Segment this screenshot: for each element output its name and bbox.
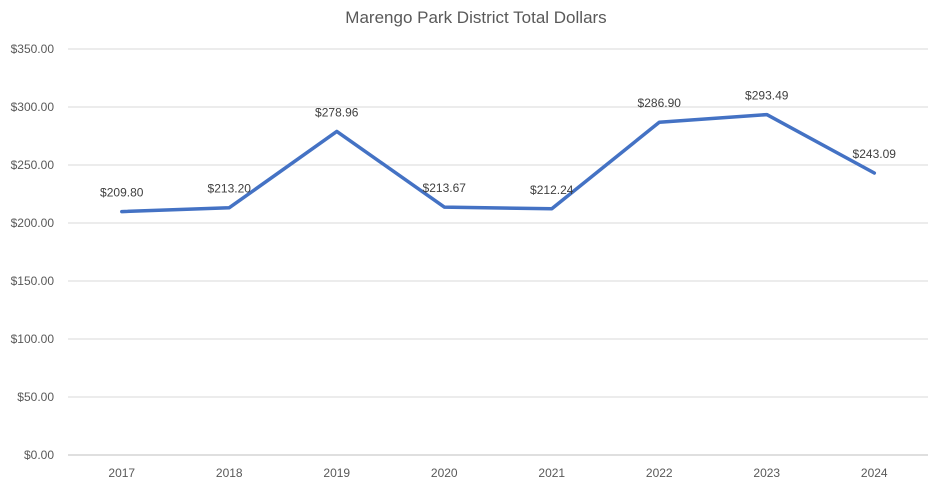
x-tick-label: 2019 bbox=[323, 466, 350, 480]
x-tick-label: 2017 bbox=[108, 466, 135, 480]
y-tick-label: $100.00 bbox=[11, 332, 55, 346]
y-tick-label: $0.00 bbox=[24, 448, 54, 462]
y-axis-tick-labels: $0.00 $50.00 $100.00 $150.00 $200.00 $250.00 $… bbox=[11, 42, 55, 462]
y-tick-label: $200.00 bbox=[11, 216, 55, 230]
y-tick-label: $250.00 bbox=[11, 158, 55, 172]
y-tick-label: $50.00 bbox=[17, 390, 54, 404]
y-tick-label: $150.00 bbox=[11, 274, 55, 288]
chart-title: Marengo Park District Total Dollars bbox=[345, 8, 606, 27]
data-label: $209.80 bbox=[100, 186, 144, 200]
gridlines bbox=[68, 48, 928, 456]
series-line bbox=[120, 112, 877, 214]
series-lines bbox=[120, 112, 877, 214]
y-tick-label: $300.00 bbox=[11, 100, 55, 114]
x-tick-label: 2022 bbox=[646, 466, 673, 480]
data-labels: $209.80 $213.20 $278.96 $213.67 $212.24 $286.… bbox=[100, 89, 896, 200]
x-tick-label: 2024 bbox=[861, 466, 888, 480]
y-tick-label: $350.00 bbox=[11, 42, 55, 56]
data-label: $286.90 bbox=[638, 96, 682, 110]
x-tick-label: 2021 bbox=[538, 466, 565, 480]
data-label: $278.96 bbox=[315, 105, 359, 119]
x-axis-tick-labels: 2017 2018 2019 2020 2021 2022 2023 2024 bbox=[108, 466, 888, 480]
data-label: $213.67 bbox=[423, 181, 467, 195]
x-tick-label: 2020 bbox=[431, 466, 458, 480]
x-tick-label: 2023 bbox=[753, 466, 780, 480]
data-label: $213.20 bbox=[208, 182, 252, 196]
x-tick-label: 2018 bbox=[216, 466, 243, 480]
data-label: $243.09 bbox=[853, 147, 897, 161]
data-label: $293.49 bbox=[745, 89, 789, 103]
data-label: $212.24 bbox=[530, 183, 574, 197]
